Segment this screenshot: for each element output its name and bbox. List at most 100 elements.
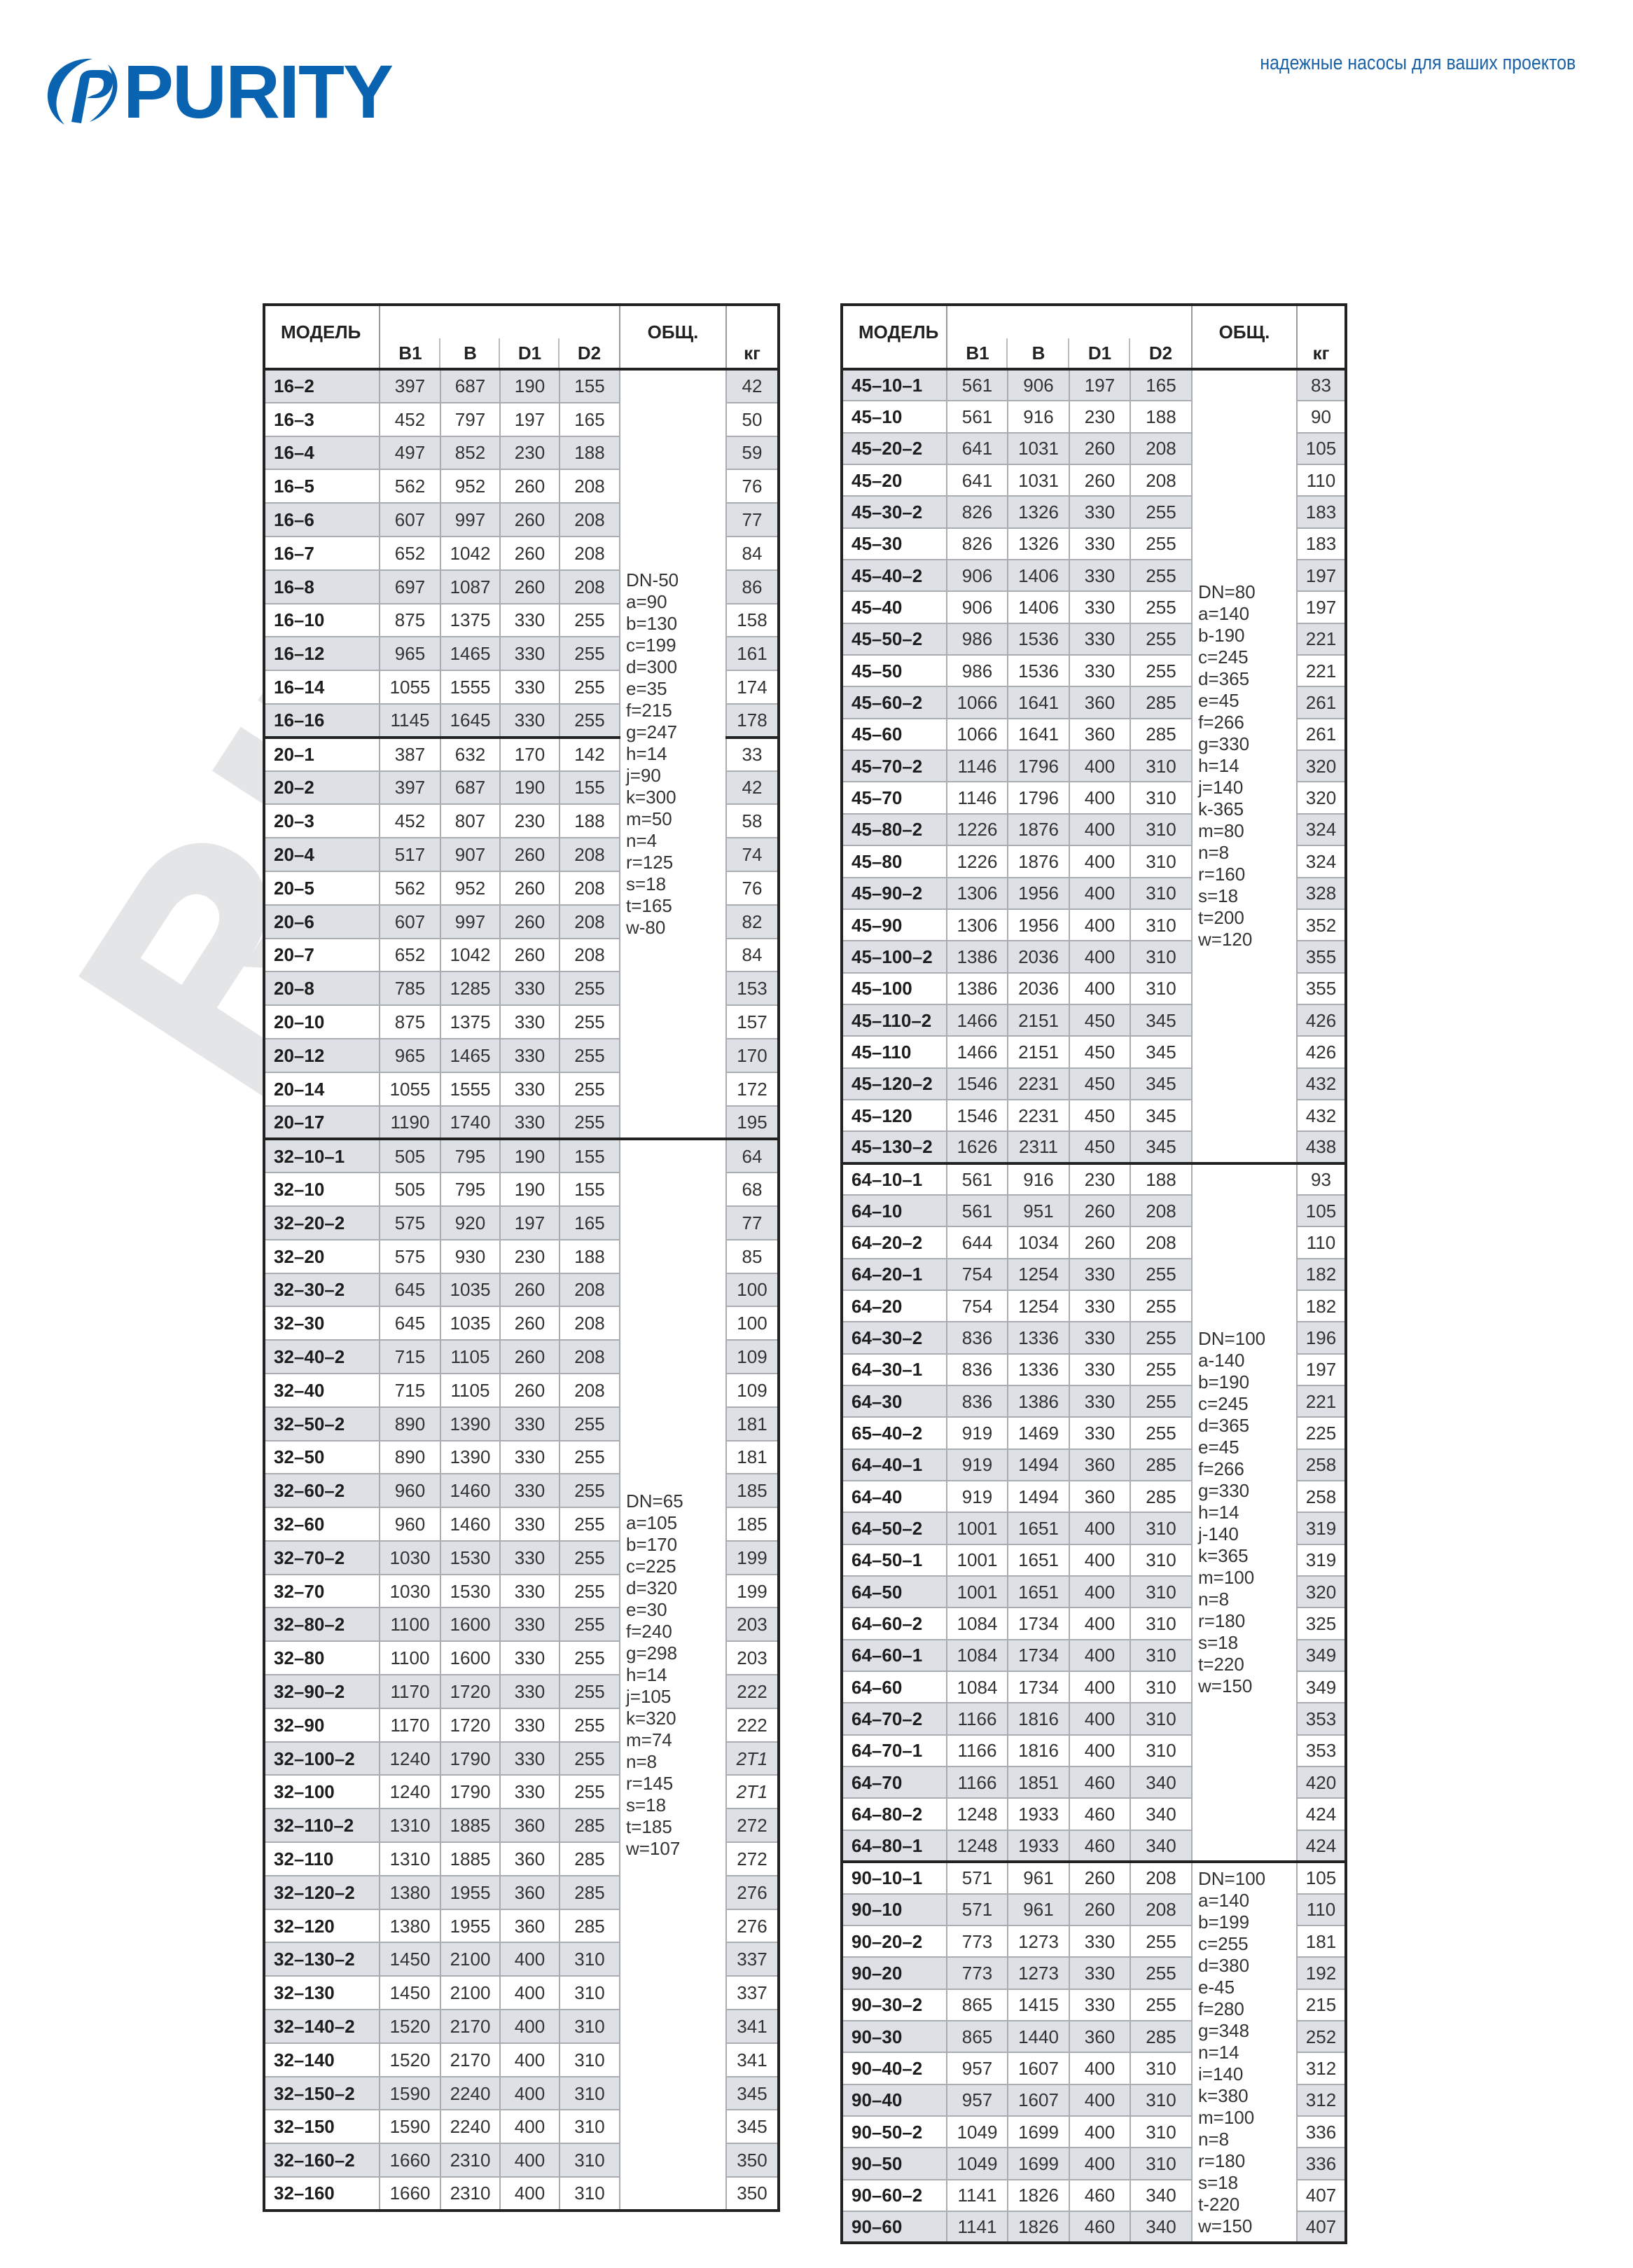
cell-kg: 345 xyxy=(725,2109,779,2145)
cell-model: 20–3 xyxy=(263,803,380,839)
cell-kg: 349 xyxy=(1296,1638,1347,1673)
cell-b1: 1166 xyxy=(946,1766,1008,1799)
cell-kg: 312 xyxy=(1296,2083,1347,2117)
cell-b: 2240 xyxy=(440,2109,501,2145)
cell-kg: 336 xyxy=(1296,2115,1347,2149)
cell-b: 1440 xyxy=(1007,2019,1070,2054)
cell-model: 20–2 xyxy=(263,770,380,805)
cell-d1: 260 xyxy=(1069,1194,1131,1228)
cell-d2: 188 xyxy=(559,435,620,471)
cell-d2: 255 xyxy=(559,1540,620,1575)
cell-model: 32–30–2 xyxy=(263,1272,380,1308)
cell-b1: 960 xyxy=(379,1473,441,1509)
note-line: DN=100 xyxy=(1198,1867,1266,1889)
cell-b1: 1310 xyxy=(379,1808,441,1844)
cell-b: 797 xyxy=(440,401,501,437)
cell-d2: 310 xyxy=(1130,1671,1193,1704)
table-row: 20–8 785 1285 330 255 153 xyxy=(263,971,779,1007)
cell-kg: 192 xyxy=(1296,1956,1347,1990)
cell-kg: 174 xyxy=(725,670,779,705)
cell-b: 1720 xyxy=(440,1674,501,1709)
cell-b: 1955 xyxy=(440,1908,501,1944)
table-row: 32–30 645 1035 260 208 100 xyxy=(263,1306,779,1341)
table-row: 32–60–2 960 1460 330 255 185 xyxy=(263,1473,779,1509)
note-line: h=14 xyxy=(1198,755,1239,777)
cell-model: 64–50–2 xyxy=(841,1512,947,1545)
note-line: f=215 xyxy=(626,700,672,721)
cell-d1: 330 xyxy=(499,602,560,638)
table-row: 20–6 607 997 260 208 82 xyxy=(263,904,779,939)
cell-d2: 255 xyxy=(559,1004,620,1039)
cell-d2: 310 xyxy=(1130,1702,1193,1736)
cell-d1: 330 xyxy=(1069,590,1131,624)
cell-kg: 64 xyxy=(725,1138,779,1174)
cell-b: 2036 xyxy=(1007,971,1070,1005)
cell-b1: 645 xyxy=(379,1306,441,1341)
header-d1: D1 xyxy=(499,305,560,371)
cell-d2: 285 xyxy=(1130,2019,1193,2054)
cell-b1: 906 xyxy=(946,590,1008,624)
cell-b1: 1055 xyxy=(379,1071,441,1107)
cell-b1: 1450 xyxy=(379,1975,441,2011)
cell-b1: 562 xyxy=(379,870,441,906)
cell-b1: 1001 xyxy=(946,1543,1008,1577)
cell-kg: 178 xyxy=(725,703,779,738)
cell-d1: 400 xyxy=(1069,1671,1131,1704)
cell-model: 16–14 xyxy=(263,670,380,705)
note-line: s=18 xyxy=(1198,1631,1239,1653)
cell-model: 64–50 xyxy=(841,1575,947,1609)
note-line: f=266 xyxy=(1198,712,1244,733)
cell-b1: 397 xyxy=(379,770,441,805)
header-row: МОДЕЛЬ B1 B D1 D2 ОБЩ. кг xyxy=(264,305,779,371)
cell-d1: 330 xyxy=(499,1105,560,1140)
cell-model: 32–150–2 xyxy=(263,2075,380,2111)
cell-kg: 77 xyxy=(725,1205,779,1240)
cell-d1: 400 xyxy=(499,2109,560,2145)
cell-b: 807 xyxy=(440,803,501,839)
cell-model: 90–50 xyxy=(841,2147,947,2180)
cell-model: 32–50–2 xyxy=(263,1406,380,1441)
table-row: 90–30 865 1440 360 285 252 xyxy=(841,2019,1347,2054)
note-line: h=14 xyxy=(626,1664,667,1685)
table-row: 32–70–2 1030 1530 330 255 199 xyxy=(263,1540,779,1575)
cell-d2: 155 xyxy=(559,1138,620,1174)
table-row: 45–80–2 1226 1876 400 310 324 xyxy=(841,813,1347,847)
note-line: a=140 xyxy=(1198,1889,1250,1911)
table-row: 64–10–1 561 916 230 188 DN=100 a-140 b=190 c=245… xyxy=(841,1161,1347,1863)
note-line: j=105 xyxy=(626,1685,672,1707)
cell-model: 16–7 xyxy=(263,535,380,571)
cell-b: 1375 xyxy=(440,1004,501,1039)
cell-kg: 93 xyxy=(1296,1161,1347,1196)
table-row: 32–40 715 1105 260 208 109 xyxy=(263,1372,779,1408)
header-d1-label: D1 xyxy=(1087,343,1112,364)
cell-b1: 1310 xyxy=(379,1841,441,1876)
cell-kg: 153 xyxy=(725,971,779,1007)
cell-d1: 330 xyxy=(499,1473,560,1509)
table-row: 90–10 571 961 260 208 110 xyxy=(841,1893,1347,1926)
cell-kg: 90 xyxy=(1296,400,1347,434)
note-line: b-190 xyxy=(1198,625,1245,646)
cell-b1: 561 xyxy=(946,400,1008,434)
cell-b: 961 xyxy=(1007,1860,1070,1895)
cell-d2: 340 xyxy=(1130,1797,1193,1831)
cell-kg: 432 xyxy=(1296,1098,1347,1133)
cell-d1: 360 xyxy=(499,1908,560,1944)
cell-b: 1885 xyxy=(440,1841,501,1876)
cell-model: 45–70–2 xyxy=(841,749,947,783)
cell-d1: 360 xyxy=(499,1841,560,1876)
cell-b: 1536 xyxy=(1007,654,1070,688)
note-line: r=145 xyxy=(626,1772,674,1794)
note-line: DN=80 xyxy=(1198,581,1256,603)
cell-b1: 1100 xyxy=(379,1640,441,1676)
cell-b: 632 xyxy=(440,735,501,772)
cell-model: 64–20–2 xyxy=(841,1226,947,1259)
note-line: c=199 xyxy=(626,635,676,656)
header-kg: кг xyxy=(725,305,779,371)
cell-d2: 255 xyxy=(559,971,620,1007)
table-row: 90–50–2 1049 1699 400 310 336 xyxy=(841,2115,1347,2149)
note-line: n=8 xyxy=(1198,2128,1230,2150)
cell-model: 32–60 xyxy=(263,1507,380,1542)
header-d1-label: D1 xyxy=(517,343,542,364)
cell-model: 90–40–2 xyxy=(841,2052,947,2085)
cell-d1: 360 xyxy=(499,1874,560,1910)
